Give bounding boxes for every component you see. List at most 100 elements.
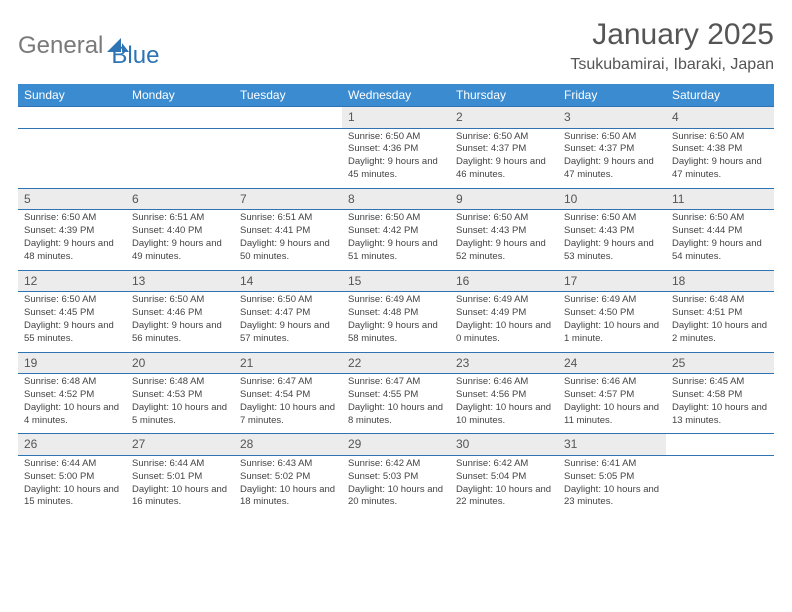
sunrise-text: Sunrise: 6:50 AM <box>348 212 444 225</box>
daylight-text: Daylight: 9 hours and 52 minutes. <box>456 238 552 264</box>
sunset-text: Sunset: 5:03 PM <box>348 471 444 484</box>
sunrise-text: Sunrise: 6:50 AM <box>240 294 336 307</box>
day-number-cell <box>666 434 774 456</box>
day-number-cell: 3 <box>558 107 666 129</box>
sunset-text: Sunset: 4:58 PM <box>672 389 768 402</box>
day-number: 14 <box>234 271 342 292</box>
day-number: 25 <box>666 353 774 374</box>
sunrise-text: Sunrise: 6:41 AM <box>564 458 660 471</box>
sunrise-text: Sunrise: 6:44 AM <box>24 458 120 471</box>
sunset-text: Sunset: 4:57 PM <box>564 389 660 402</box>
sunrise-text: Sunrise: 6:42 AM <box>456 458 552 471</box>
sunset-text: Sunset: 4:51 PM <box>672 307 768 320</box>
day-info: Sunrise: 6:44 AMSunset: 5:01 PMDaylight:… <box>126 456 234 515</box>
sunrise-text: Sunrise: 6:49 AM <box>348 294 444 307</box>
day-info: Sunrise: 6:42 AMSunset: 5:04 PMDaylight:… <box>450 456 558 515</box>
day-number: 4 <box>666 107 774 128</box>
day-info-cell: Sunrise: 6:49 AMSunset: 4:49 PMDaylight:… <box>450 292 558 352</box>
sunrise-text: Sunrise: 6:50 AM <box>564 212 660 225</box>
sunset-text: Sunset: 4:55 PM <box>348 389 444 402</box>
sunrise-text: Sunrise: 6:50 AM <box>24 294 120 307</box>
day-info: Sunrise: 6:51 AMSunset: 4:40 PMDaylight:… <box>126 210 234 269</box>
sunset-text: Sunset: 4:50 PM <box>564 307 660 320</box>
day-number-cell: 8 <box>342 188 450 210</box>
day-info-cell: Sunrise: 6:44 AMSunset: 5:00 PMDaylight:… <box>18 455 126 515</box>
sunrise-text: Sunrise: 6:49 AM <box>564 294 660 307</box>
day-info-cell <box>234 128 342 188</box>
sunrise-text: Sunrise: 6:44 AM <box>132 458 228 471</box>
daylight-text: Daylight: 10 hours and 10 minutes. <box>456 402 552 428</box>
day-info: Sunrise: 6:50 AMSunset: 4:43 PMDaylight:… <box>450 210 558 269</box>
day-info-cell: Sunrise: 6:42 AMSunset: 5:04 PMDaylight:… <box>450 455 558 515</box>
day-number: 17 <box>558 271 666 292</box>
daylight-text: Daylight: 9 hours and 56 minutes. <box>132 320 228 346</box>
sunset-text: Sunset: 4:39 PM <box>24 225 120 238</box>
day-info-cell: Sunrise: 6:42 AMSunset: 5:03 PMDaylight:… <box>342 455 450 515</box>
sunset-text: Sunset: 4:43 PM <box>456 225 552 238</box>
daylight-text: Daylight: 10 hours and 15 minutes. <box>24 484 120 510</box>
info-row: Sunrise: 6:44 AMSunset: 5:00 PMDaylight:… <box>18 455 774 515</box>
weekday-header-row: Sunday Monday Tuesday Wednesday Thursday… <box>18 84 774 107</box>
day-info: Sunrise: 6:49 AMSunset: 4:50 PMDaylight:… <box>558 292 666 351</box>
daylight-text: Daylight: 9 hours and 47 minutes. <box>564 156 660 182</box>
day-number: 7 <box>234 189 342 210</box>
sunset-text: Sunset: 4:48 PM <box>348 307 444 320</box>
day-number-cell: 15 <box>342 270 450 292</box>
day-number: 8 <box>342 189 450 210</box>
day-info-cell: Sunrise: 6:50 AMSunset: 4:43 PMDaylight:… <box>450 210 558 270</box>
daylight-text: Daylight: 10 hours and 2 minutes. <box>672 320 768 346</box>
day-info-cell: Sunrise: 6:50 AMSunset: 4:46 PMDaylight:… <box>126 292 234 352</box>
daynum-row: 1234 <box>18 107 774 129</box>
sunset-text: Sunset: 5:05 PM <box>564 471 660 484</box>
sunset-text: Sunset: 4:37 PM <box>456 143 552 156</box>
sunrise-text: Sunrise: 6:46 AM <box>564 376 660 389</box>
weekday-header: Friday <box>558 84 666 107</box>
day-info-cell: Sunrise: 6:48 AMSunset: 4:53 PMDaylight:… <box>126 374 234 434</box>
sunrise-text: Sunrise: 6:47 AM <box>240 376 336 389</box>
sunset-text: Sunset: 4:38 PM <box>672 143 768 156</box>
day-number: 23 <box>450 353 558 374</box>
logo-text-blue: Blue <box>111 22 159 70</box>
day-info: Sunrise: 6:50 AMSunset: 4:46 PMDaylight:… <box>126 292 234 351</box>
day-number-cell: 23 <box>450 352 558 374</box>
month-title: January 2025 <box>570 18 774 52</box>
day-info-cell: Sunrise: 6:45 AMSunset: 4:58 PMDaylight:… <box>666 374 774 434</box>
day-number-cell: 20 <box>126 352 234 374</box>
day-info-cell: Sunrise: 6:41 AMSunset: 5:05 PMDaylight:… <box>558 455 666 515</box>
sunrise-text: Sunrise: 6:50 AM <box>132 294 228 307</box>
sunrise-text: Sunrise: 6:48 AM <box>672 294 768 307</box>
day-number-cell <box>126 107 234 129</box>
daylight-text: Daylight: 10 hours and 1 minute. <box>564 320 660 346</box>
day-number-cell: 17 <box>558 270 666 292</box>
sunrise-text: Sunrise: 6:48 AM <box>132 376 228 389</box>
sunrise-text: Sunrise: 6:50 AM <box>24 212 120 225</box>
day-number: 16 <box>450 271 558 292</box>
day-info-cell: Sunrise: 6:49 AMSunset: 4:50 PMDaylight:… <box>558 292 666 352</box>
day-number-cell: 16 <box>450 270 558 292</box>
day-number-cell: 13 <box>126 270 234 292</box>
sunset-text: Sunset: 4:41 PM <box>240 225 336 238</box>
daylight-text: Daylight: 9 hours and 48 minutes. <box>24 238 120 264</box>
daynum-row: 262728293031 <box>18 434 774 456</box>
day-info-cell: Sunrise: 6:50 AMSunset: 4:36 PMDaylight:… <box>342 128 450 188</box>
day-number: 9 <box>450 189 558 210</box>
day-info: Sunrise: 6:45 AMSunset: 4:58 PMDaylight:… <box>666 374 774 433</box>
sunrise-text: Sunrise: 6:42 AM <box>348 458 444 471</box>
day-info: Sunrise: 6:50 AMSunset: 4:37 PMDaylight:… <box>558 129 666 188</box>
day-info: Sunrise: 6:50 AMSunset: 4:42 PMDaylight:… <box>342 210 450 269</box>
daylight-text: Daylight: 10 hours and 22 minutes. <box>456 484 552 510</box>
day-number: 24 <box>558 353 666 374</box>
logo-text-general: General <box>18 32 103 60</box>
day-number-cell: 26 <box>18 434 126 456</box>
sunset-text: Sunset: 4:46 PM <box>132 307 228 320</box>
day-number-cell: 24 <box>558 352 666 374</box>
day-info: Sunrise: 6:50 AMSunset: 4:38 PMDaylight:… <box>666 129 774 188</box>
day-number: 22 <box>342 353 450 374</box>
day-info-cell: Sunrise: 6:50 AMSunset: 4:39 PMDaylight:… <box>18 210 126 270</box>
sunrise-text: Sunrise: 6:45 AM <box>672 376 768 389</box>
day-info: Sunrise: 6:46 AMSunset: 4:57 PMDaylight:… <box>558 374 666 433</box>
day-info: Sunrise: 6:50 AMSunset: 4:45 PMDaylight:… <box>18 292 126 351</box>
logo: General Blue <box>18 18 159 70</box>
sunrise-text: Sunrise: 6:50 AM <box>564 131 660 144</box>
page: General Blue January 2025 Tsukubamirai, … <box>0 0 792 525</box>
